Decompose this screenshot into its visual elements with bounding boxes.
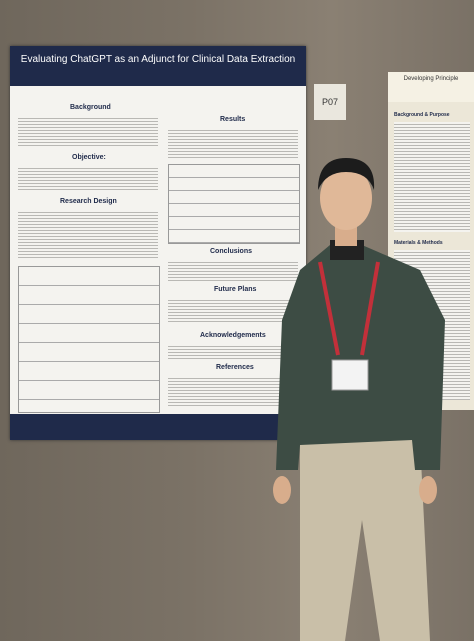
table	[168, 164, 300, 244]
face	[320, 166, 372, 230]
section-heading: Future Plans	[214, 286, 257, 293]
lanyard	[318, 261, 380, 356]
text-block	[168, 344, 298, 360]
section-heading: Objective:	[72, 154, 106, 161]
text-block	[394, 122, 470, 232]
section-heading: Background & Purpose	[394, 112, 450, 118]
section-heading: Results	[220, 116, 246, 123]
poster-header: Evaluating ChatGPT as an Adjunct for Cli…	[10, 46, 306, 86]
text-block	[18, 166, 158, 192]
section-heading: Conclusions	[210, 248, 253, 255]
text-block	[18, 210, 158, 260]
poster: Evaluating ChatGPT as an Adjunct for Cli…	[10, 46, 306, 440]
table	[18, 266, 160, 413]
section-heading: Background	[70, 104, 111, 111]
poster-title: Evaluating ChatGPT as an Adjunct for Cli…	[20, 54, 296, 65]
hand	[419, 476, 437, 504]
name-badge	[331, 359, 369, 391]
section-heading: References	[216, 364, 254, 371]
text-block	[18, 116, 158, 146]
sweater	[276, 245, 445, 470]
hair	[318, 158, 375, 190]
text-block	[168, 298, 298, 324]
section-heading: Acknowledgements	[200, 332, 266, 339]
text-block	[168, 128, 298, 158]
poster-footer	[10, 414, 306, 440]
hand	[273, 476, 291, 504]
text-block	[168, 376, 298, 406]
text-block	[168, 260, 298, 282]
trousers	[300, 440, 430, 641]
section-heading: Research Design	[60, 198, 117, 205]
side-poster-title: Developing Principle	[388, 72, 474, 102]
section-heading: Materials & Methods	[394, 240, 443, 246]
poster-number: P07	[314, 84, 346, 120]
